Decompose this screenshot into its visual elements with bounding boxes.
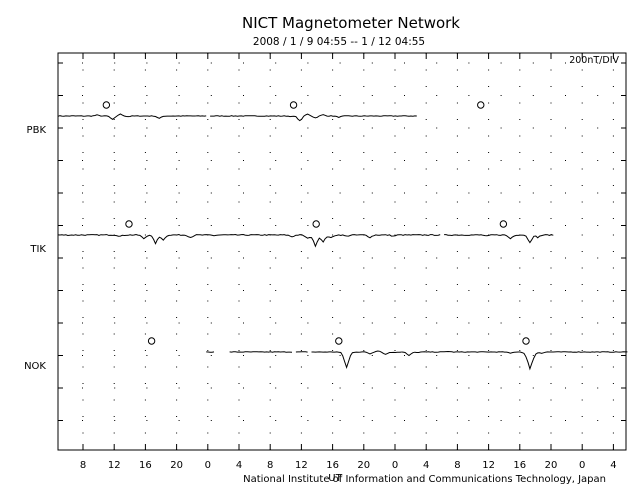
x-tick-label: 8 — [267, 460, 273, 471]
x-tick-label: 16 — [513, 460, 526, 471]
x-tick-label: 20 — [170, 460, 183, 471]
x-tick-label: 20 — [545, 460, 558, 471]
footer-credit: National Institute of Information and Co… — [243, 474, 606, 485]
x-tick-label: 16 — [326, 460, 339, 471]
station-label: TIK — [29, 244, 46, 255]
station-trace-nok — [312, 351, 402, 367]
x-tick-label: 8 — [80, 460, 86, 471]
station-trace-nok — [401, 352, 627, 369]
chart-title: NICT Magnetometer Network — [242, 14, 460, 32]
x-tick-label: 0 — [392, 460, 398, 471]
x-tick-label: 12 — [108, 460, 121, 471]
x-tick-label: 16 — [139, 460, 152, 471]
x-tick-label: 4 — [236, 460, 242, 471]
station-label: PBK — [27, 125, 47, 136]
local-midnight-marker — [126, 221, 132, 227]
x-tick-label: 12 — [482, 460, 495, 471]
local-midnight-marker — [290, 102, 296, 108]
x-tick-label: 0 — [579, 460, 585, 471]
station-trace-tik — [58, 235, 440, 247]
x-tick-label: 8 — [454, 460, 460, 471]
x-tick-label: 12 — [295, 460, 308, 471]
local-midnight-marker — [500, 221, 506, 227]
plot-area: 8 12 16 20 0 4 8 12 16 20 0 4 8 12 16 20 0 4 PBK TIK NOK — [24, 53, 627, 471]
x-tick-label: 4 — [610, 460, 616, 471]
station-trace-pbk — [210, 114, 417, 121]
station-trace-tik — [444, 235, 553, 243]
chart-subtitle: 2008 / 1 / 9 04:55 -- 1 / 12 04:55 — [253, 36, 425, 48]
station-trace-pbk — [58, 114, 206, 119]
x-tick-label: 4 — [423, 460, 429, 471]
local-midnight-marker — [313, 221, 319, 227]
plot-frame — [58, 53, 626, 450]
local-midnight-marker — [148, 338, 154, 344]
station-label: NOK — [24, 361, 46, 372]
local-midnight-marker — [478, 102, 484, 108]
local-midnight-marker — [103, 102, 109, 108]
local-midnight-marker — [336, 338, 342, 344]
local-midnight-marker — [523, 338, 529, 344]
x-tick-label: 20 — [357, 460, 370, 471]
x-tick-label: 0 — [205, 460, 211, 471]
scale-label: 200nT/DIV — [569, 55, 619, 66]
